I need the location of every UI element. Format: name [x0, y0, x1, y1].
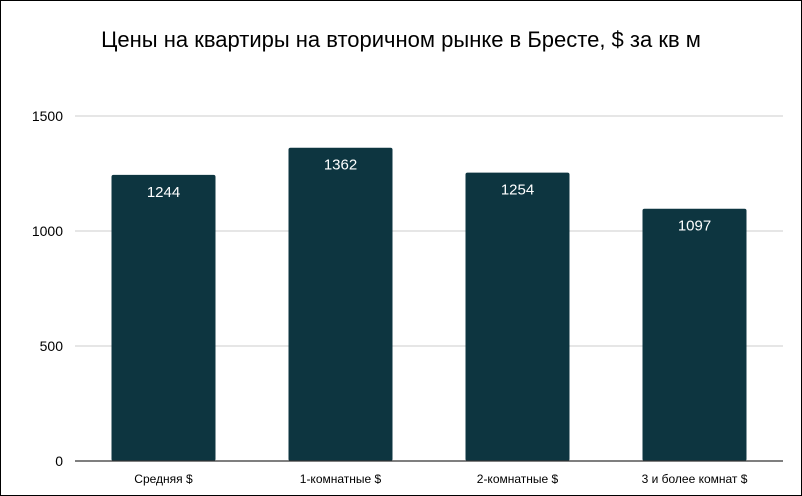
y-tick-label: 1500 [32, 108, 63, 124]
y-tick-label: 1000 [32, 223, 63, 239]
bar [642, 208, 747, 461]
chart-title: Цены на квартиры на вторичном рынке в Бр… [101, 27, 701, 52]
bar [111, 174, 216, 461]
x-tick-label: Средняя $ [134, 472, 193, 486]
x-tick-label: 1-комнатные $ [300, 472, 382, 486]
data-label: 1244 [147, 184, 180, 201]
bar [465, 172, 570, 461]
bar [288, 147, 393, 462]
x-tick-label: 2-комнатные $ [477, 472, 559, 486]
data-label: 1254 [501, 182, 534, 199]
data-label: 1097 [678, 218, 711, 235]
y-tick-label: 0 [55, 453, 63, 469]
y-tick-label: 500 [40, 338, 64, 354]
x-tick-label: 3 и более комнат $ [642, 472, 748, 486]
data-label: 1362 [324, 157, 357, 174]
